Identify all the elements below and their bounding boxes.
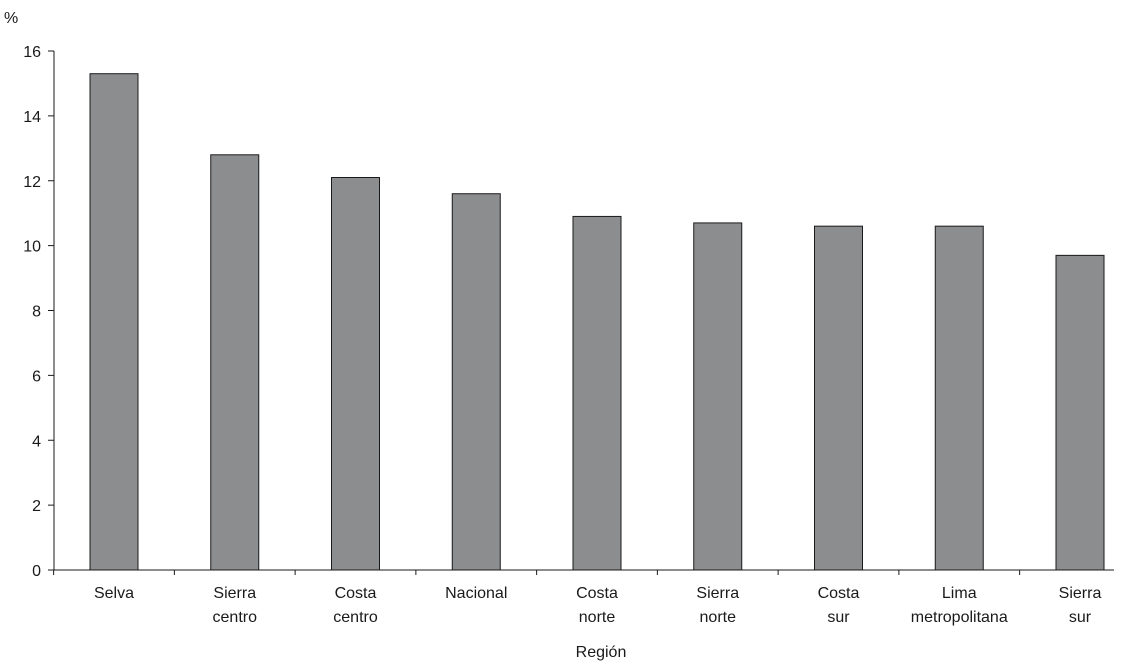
- x-category-label: Costa sur: [818, 585, 860, 626]
- y-tick-label: 10: [23, 239, 41, 256]
- bar: [210, 154, 260, 571]
- y-tick-label: 0: [32, 563, 41, 580]
- x-axis-title: Región: [576, 644, 627, 661]
- bar: [1055, 254, 1105, 571]
- x-category-label: Selva: [94, 585, 134, 602]
- y-tick-label: 6: [32, 368, 41, 385]
- y-tick-label: 4: [32, 433, 41, 450]
- x-category-label: Sierra centro: [213, 585, 258, 626]
- x-category-label: Lima metropolitana: [911, 585, 1008, 626]
- bar: [934, 225, 984, 571]
- y-tick-label: 12: [23, 174, 41, 191]
- x-category-label: Sierra norte: [696, 585, 739, 626]
- bar: [814, 225, 863, 571]
- y-tick-label: 14: [23, 109, 41, 126]
- bar: [451, 193, 501, 571]
- bar: [572, 215, 622, 571]
- x-category-label: Sierra sur: [1059, 585, 1102, 626]
- y-tick-label: 2: [32, 498, 41, 515]
- y-axis-unit-label: %: [4, 10, 18, 27]
- y-axis-ticks: 0 2 4 6 8 10 12 14 16: [23, 44, 54, 580]
- bar: [331, 177, 380, 571]
- x-axis-category-labels: Selva Sierra centro Costa centro Nacional Cost…: [94, 585, 1101, 626]
- bar: [693, 222, 743, 571]
- x-category-label: Nacional: [445, 585, 507, 602]
- x-category-label: Costa norte: [576, 585, 618, 626]
- y-tick-label: 16: [23, 44, 41, 61]
- y-tick-label: 8: [32, 304, 41, 321]
- bar: [89, 73, 139, 571]
- x-category-label: Costa centro: [333, 585, 378, 626]
- bars: [89, 73, 1105, 571]
- x-axis-ticks: [53, 570, 1021, 575]
